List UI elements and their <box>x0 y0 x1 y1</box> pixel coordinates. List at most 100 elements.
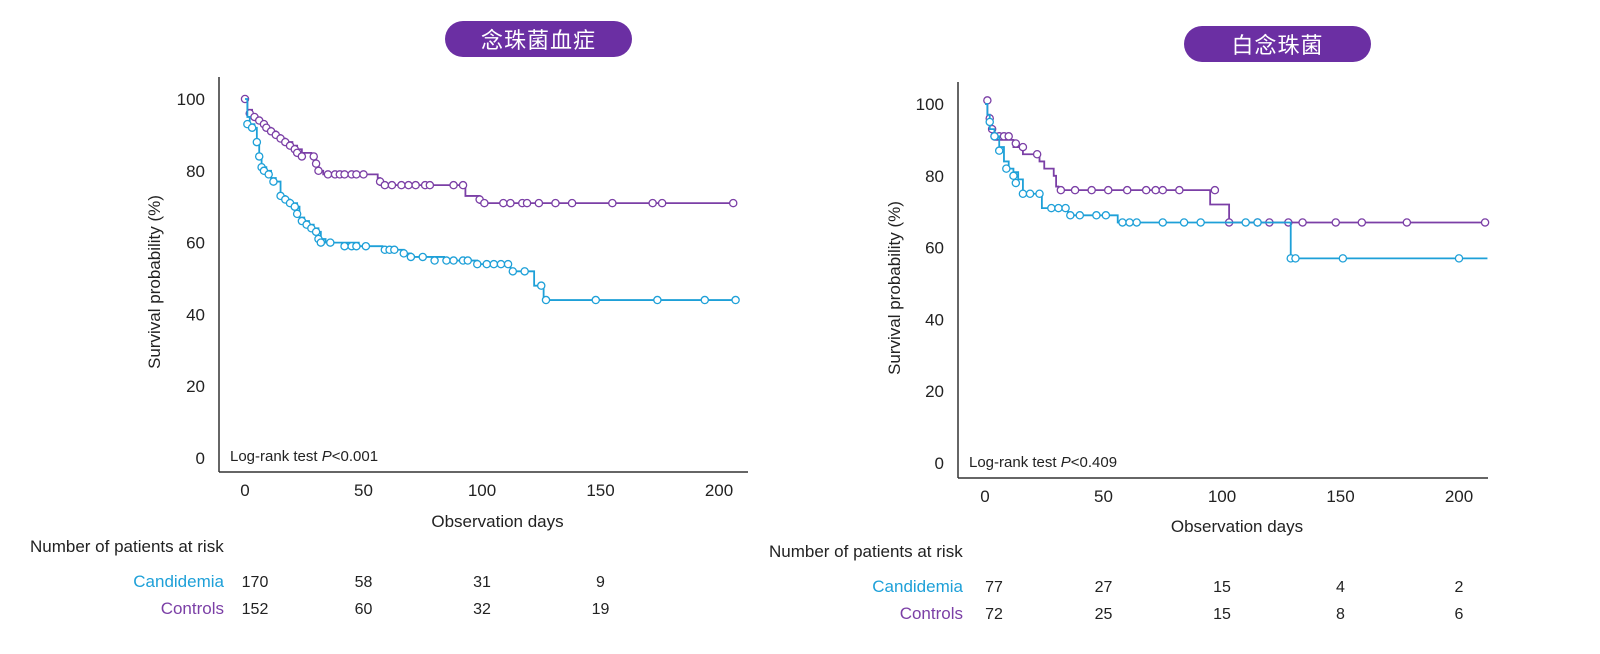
left-risk-value-candidemia: 9 <box>596 574 605 591</box>
right-candidemia-censor-mark <box>1018 189 1028 198</box>
left-risk-value-controls: 152 <box>242 601 269 618</box>
left-x-axis-title: Observation days <box>431 512 563 531</box>
left-controls-censor-mark <box>551 198 560 208</box>
right-risk-value-candidemia: 15 <box>1213 579 1231 596</box>
right-candidemia-censor-mark <box>1338 254 1348 263</box>
left-candidemia-censor-mark <box>537 281 546 290</box>
right-candidemia-censor-mark <box>1291 254 1300 263</box>
right-controls-censor-mark <box>1087 185 1096 195</box>
left-candidemia-censor-mark <box>482 259 491 269</box>
left-candidemia-censor-mark <box>316 238 326 247</box>
right-candidemia-censor-mark <box>990 132 999 141</box>
left-controls-censor-mark <box>499 198 508 208</box>
left-controls-censor-mark <box>340 170 349 179</box>
p-symbol: P <box>322 448 332 465</box>
right-y-tick-label: 80 <box>925 167 944 186</box>
chart-title-albicans: 白念珠菌 <box>1184 26 1371 62</box>
left-controls-censor-mark <box>323 170 333 179</box>
left-candidemia-censor-mark <box>418 252 427 262</box>
right-x-tick-label: 0 <box>980 487 989 506</box>
right-y-tick-label: 60 <box>925 239 944 258</box>
right-y-tick-label: 20 <box>925 382 944 401</box>
left-controls-censor-mark <box>404 180 413 190</box>
left-controls-censor-mark <box>387 180 397 190</box>
left-controls-censor-mark <box>359 170 368 179</box>
right-candidemia-censor-mark <box>994 146 1004 155</box>
left-x-tick-label: 100 <box>468 481 496 500</box>
right-candidemia-censor-mark <box>1066 211 1075 220</box>
left-candidemia-censor-mark <box>340 241 349 251</box>
right-controls-censor-mark <box>1141 185 1151 195</box>
right-risk-value-controls: 6 <box>1455 606 1464 623</box>
left-candidemia-censor-mark <box>292 209 302 219</box>
left-x-tick-label: 50 <box>354 481 373 500</box>
left-controls-censor-mark <box>425 180 435 190</box>
right-controls-censor-mark <box>1298 218 1307 227</box>
right-risk-table-header: Number of patients at risk <box>769 542 963 561</box>
right-candidemia-censor-mark <box>985 117 994 127</box>
right-risk-value-candidemia: 27 <box>1095 579 1113 596</box>
right-risk-label-candidemia: Candidemia <box>872 577 963 596</box>
left-y-tick-label: 80 <box>186 162 205 181</box>
left-risk-value-candidemia: 31 <box>473 574 491 591</box>
left-candidemia-censor-mark <box>361 241 371 251</box>
right-risk-value-controls: 8 <box>1336 606 1345 623</box>
left-risk-value-candidemia: 58 <box>355 574 373 591</box>
logrank-label: Log-rank test <box>230 448 322 465</box>
left-candidemia-censor-mark <box>449 256 458 265</box>
left-candidemia-censor-mark <box>473 259 482 269</box>
left-candidemia-censor-mark <box>463 256 473 265</box>
left-x-tick-label: 150 <box>586 481 614 500</box>
right-candidemia-censor-mark <box>1179 218 1189 227</box>
left-candidemia-censor-mark <box>489 259 499 269</box>
left-controls-censor-mark <box>728 198 738 208</box>
left-candidemia-censor-mark <box>503 259 513 269</box>
left-risk-value-controls: 60 <box>355 601 373 618</box>
right-y-tick-label: 40 <box>925 310 944 329</box>
right-candidemia-censor-mark <box>1125 218 1134 227</box>
left-y-axis-title: Survival probability (%) <box>145 195 164 369</box>
left-candidemia-censor-mark <box>520 267 529 276</box>
right-candidemia-censor-mark <box>1196 218 1205 227</box>
right-risk-value-controls: 72 <box>985 606 1003 623</box>
right-controls-censor-mark <box>1103 185 1113 195</box>
right-risk-value-candidemia: 77 <box>985 579 1003 596</box>
left-candidemia-censor-mark <box>311 227 321 237</box>
left-controls-censor-mark <box>449 180 458 190</box>
right-candidemia-censor-mark <box>1118 218 1127 227</box>
left-controls-censor-mark <box>311 159 321 168</box>
right-controls-censor-mark <box>1011 139 1021 148</box>
right-candidemia-censor-mark <box>1002 164 1011 173</box>
right-candidemia-censor-mark <box>1061 203 1070 213</box>
left-candidemia-censor-mark <box>591 295 601 305</box>
p-value: <0.409 <box>1071 454 1117 471</box>
left-candidemia-censor-mark <box>254 152 264 161</box>
left-controls-censor-mark <box>657 198 667 208</box>
right-controls-censor-mark <box>1175 185 1184 195</box>
left-candidemia-censor-mark <box>352 241 361 251</box>
left-controls-censor-mark <box>314 166 323 176</box>
left-risk-value-candidemia: 170 <box>242 574 269 591</box>
right-x-tick-label: 150 <box>1326 487 1354 506</box>
right-y-tick-label: 100 <box>916 95 944 114</box>
left-candidemia-censor-mark <box>430 256 439 265</box>
right-candidemia-censor-mark <box>1253 218 1262 227</box>
right-risk-label-controls: Controls <box>900 604 963 623</box>
right-y-tick-label: 0 <box>935 454 944 473</box>
left-controls-censor-mark <box>309 152 318 161</box>
p-symbol: P <box>1061 454 1071 471</box>
right-x-axis-title: Observation days <box>1171 517 1303 536</box>
left-candidemia-censor-mark <box>406 252 416 262</box>
right-controls-censor-mark <box>1018 142 1028 152</box>
left-controls-censor-mark <box>397 180 406 190</box>
right-controls-censor-mark <box>1070 185 1080 195</box>
left-candidemia-censor-mark <box>264 170 273 179</box>
logrank-label: Log-rank test <box>969 454 1061 471</box>
left-controls-censor-mark <box>458 180 468 190</box>
right-candidemia-censor-mark <box>1101 211 1111 220</box>
left-risk-value-controls: 32 <box>473 601 491 618</box>
left-candidemia-censor-mark <box>700 295 710 305</box>
left-candidemia-censor-mark <box>496 259 506 269</box>
left-candidemia-censor-mark <box>541 295 551 305</box>
